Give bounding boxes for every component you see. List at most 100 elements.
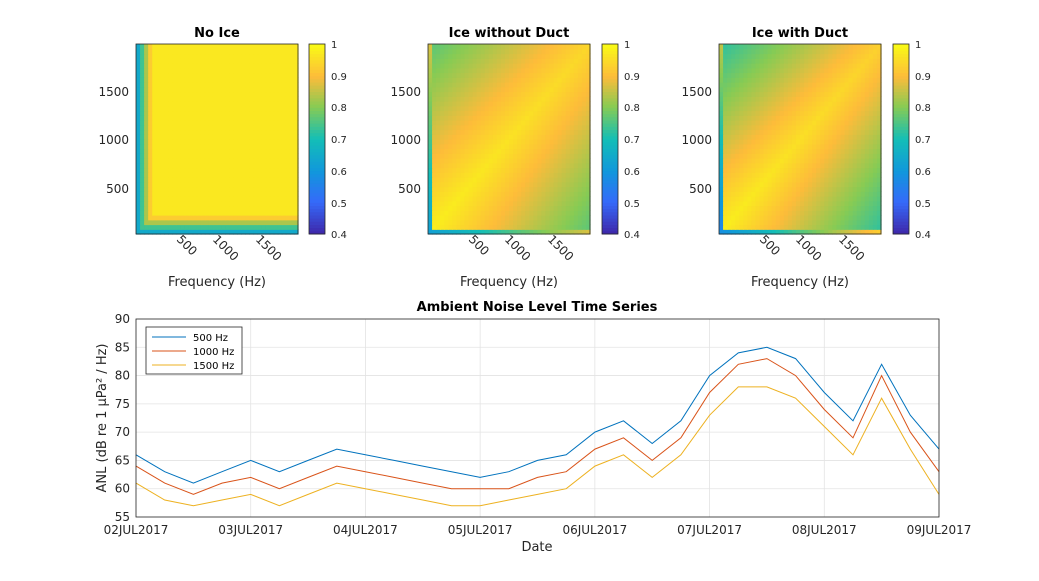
heatmap-cell <box>719 110 724 116</box>
heatmap-cell <box>440 58 445 64</box>
heatmap-cell <box>533 110 538 116</box>
heatmap-cell <box>269 215 275 221</box>
heatmap-cell <box>767 162 773 169</box>
heatmap-cell <box>872 58 878 64</box>
heatmap-cell <box>848 191 854 197</box>
heatmap-cell <box>525 115 530 121</box>
heatmap-cell <box>196 72 202 78</box>
heatmap-cell <box>828 58 833 64</box>
heatmap-cell <box>557 48 563 55</box>
heatmap-cell <box>529 148 534 154</box>
heatmap-cell <box>176 181 182 188</box>
heatmap-cell <box>468 129 474 135</box>
heatmap-cell <box>840 139 846 145</box>
heatmap-cell <box>428 153 433 159</box>
heatmap-cell <box>229 91 234 97</box>
heatmap-cell <box>509 196 514 202</box>
heatmap-cell <box>168 196 174 202</box>
heatmap-cell <box>440 229 445 235</box>
heatmap-cell <box>573 67 579 74</box>
heatmap-cell <box>723 48 728 55</box>
heatmap-cell <box>876 58 882 64</box>
heatmap-cell <box>164 139 169 145</box>
heatmap-cell <box>521 162 526 169</box>
heatmap-cell <box>200 96 206 102</box>
heatmap-cell <box>212 124 218 131</box>
heatmap-cell <box>856 224 862 230</box>
heatmap-cell <box>808 91 813 97</box>
heatmap-cell <box>504 58 510 64</box>
heatmap-cell <box>783 120 789 126</box>
heatmap-cell <box>212 58 218 64</box>
heatmap-cell <box>229 58 234 64</box>
colorbar-band <box>602 180 618 184</box>
heatmap-cell <box>775 167 781 173</box>
heatmap-cell <box>140 143 145 150</box>
heatmap-cell <box>545 148 551 154</box>
heatmap-cell <box>779 148 785 154</box>
heatmap-cell <box>241 200 246 207</box>
heatmap-cell <box>820 63 825 69</box>
heatmap-cell <box>795 96 801 102</box>
heatmap-cell <box>816 44 821 50</box>
heatmap-cell <box>565 177 571 183</box>
heatmap-cell <box>448 167 453 173</box>
heatmap-cell <box>200 148 206 154</box>
heatmap-cell <box>233 229 238 235</box>
heatmap-cell <box>440 48 445 55</box>
heatmap-cell <box>513 229 518 235</box>
heatmap-cell <box>832 53 838 59</box>
heatmap-cell <box>828 96 833 102</box>
heatmap-cell <box>787 53 793 59</box>
heatmap-cell <box>452 191 457 197</box>
heatmap-cell <box>509 162 514 169</box>
heatmap-cell <box>783 153 789 159</box>
heatmap-cell <box>140 124 145 131</box>
heatmap-cell <box>464 219 470 226</box>
heatmap-cell <box>517 44 522 50</box>
heatmap-cell <box>504 124 510 131</box>
heatmap-cell <box>168 162 174 169</box>
heatmap-cell <box>484 205 490 211</box>
heatmap-cell <box>763 196 769 202</box>
heatmap-cell <box>241 210 246 216</box>
heatmap-cell <box>148 224 153 230</box>
heatmap-cell <box>787 110 793 116</box>
heatmap-cell <box>460 129 466 135</box>
heatmap-cell <box>537 63 542 69</box>
heatmap-cell <box>860 63 866 69</box>
heatmap-cell <box>265 91 271 97</box>
heatmap-cell <box>273 53 279 59</box>
heatmap-cell <box>735 58 740 64</box>
heatmap-cell <box>452 53 457 59</box>
heatmap-cell <box>448 200 453 207</box>
heatmap-cell <box>176 219 182 226</box>
colorbar-band <box>602 205 618 210</box>
heatmap-cell <box>273 167 279 173</box>
heatmap-cell <box>739 53 744 59</box>
heatmap-cell <box>144 215 149 221</box>
heatmap-cell <box>557 67 563 74</box>
heatmap-cell <box>504 181 510 188</box>
heatmap-cell <box>217 196 222 202</box>
heatmap-cell <box>504 44 510 50</box>
heatmap-cell <box>763 219 769 226</box>
heatmap-cell <box>136 105 141 112</box>
heatmap-cell <box>517 215 522 221</box>
heatmap-cell <box>476 53 482 59</box>
heatmap-cell <box>156 67 161 74</box>
heatmap-cell <box>488 205 494 211</box>
heatmap-cell <box>265 205 271 211</box>
heatmap-cell <box>747 110 752 116</box>
heatmap-cell <box>836 129 842 135</box>
heatmap-cell <box>480 215 486 221</box>
heatmap-cell <box>184 72 190 78</box>
heatmap-cell <box>136 58 141 64</box>
colorbar-band <box>602 196 618 200</box>
heatmap-cell <box>868 191 874 197</box>
x-tick-label: 1500 <box>836 232 867 263</box>
heatmap-cell <box>509 148 514 154</box>
heatmap-cell <box>727 181 732 188</box>
heatmap-cell <box>791 44 797 50</box>
heatmap-cell <box>140 153 145 159</box>
